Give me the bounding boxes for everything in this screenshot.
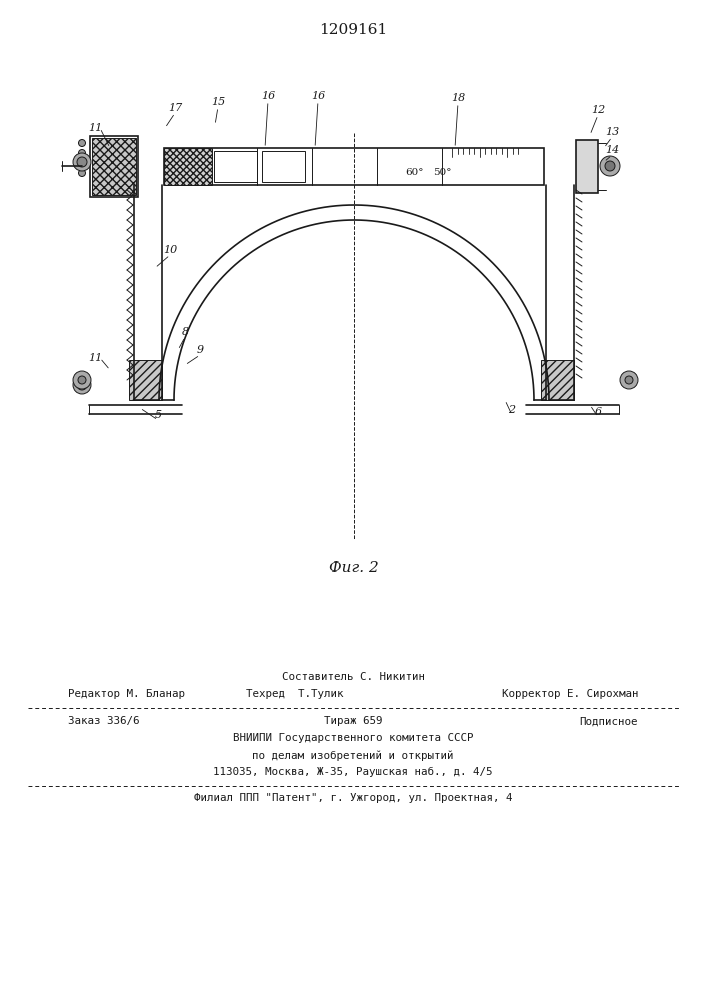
Circle shape bbox=[78, 169, 86, 176]
Text: Филиал ППП "Патент", г. Ужгород, ул. Проектная, 4: Филиал ППП "Патент", г. Ужгород, ул. Про… bbox=[194, 793, 513, 803]
Text: 16: 16 bbox=[261, 91, 275, 101]
Bar bbox=[214, 151, 257, 182]
Text: 113035, Москва, Ж-35, Раушская наб., д. 4/5: 113035, Москва, Ж-35, Раушская наб., д. … bbox=[214, 767, 493, 777]
Circle shape bbox=[73, 371, 91, 389]
Text: по делам изобретений и открытий: по делам изобретений и открытий bbox=[252, 750, 454, 761]
Circle shape bbox=[77, 157, 87, 167]
Bar bbox=[92, 138, 136, 195]
Circle shape bbox=[78, 149, 86, 156]
Text: ВНИИПИ Государственного комитета СССР: ВНИИПИ Государственного комитета СССР bbox=[233, 733, 473, 743]
Text: Фиг. 2: Фиг. 2 bbox=[329, 561, 379, 575]
Bar bbox=[576, 140, 598, 193]
Circle shape bbox=[605, 161, 615, 171]
Circle shape bbox=[78, 376, 86, 384]
Text: 50°: 50° bbox=[433, 168, 451, 177]
Bar bbox=[90, 136, 138, 197]
Text: 6: 6 bbox=[595, 407, 602, 417]
Circle shape bbox=[78, 139, 86, 146]
Text: Техред  Т.Тулик: Техред Т.Тулик bbox=[246, 689, 344, 699]
Text: Заказ 336/6: Заказ 336/6 bbox=[68, 716, 139, 726]
Circle shape bbox=[620, 371, 638, 389]
Text: 12: 12 bbox=[591, 105, 605, 115]
Text: Корректор Е. Сирохман: Корректор Е. Сирохман bbox=[501, 689, 638, 699]
Bar bbox=[164, 148, 212, 185]
Text: 15: 15 bbox=[211, 97, 225, 107]
Bar bbox=[129, 360, 162, 400]
Circle shape bbox=[78, 159, 86, 166]
Bar bbox=[164, 148, 544, 185]
Text: 13: 13 bbox=[605, 127, 619, 137]
Text: 11: 11 bbox=[88, 353, 102, 363]
Text: 8: 8 bbox=[182, 327, 189, 337]
Text: 1209161: 1209161 bbox=[319, 23, 387, 37]
Circle shape bbox=[600, 156, 620, 176]
Text: Составитель С. Никитин: Составитель С. Никитин bbox=[281, 672, 424, 682]
Text: 60°: 60° bbox=[404, 168, 423, 177]
Text: 18: 18 bbox=[451, 93, 465, 103]
Text: 2: 2 bbox=[508, 405, 515, 415]
Circle shape bbox=[73, 153, 91, 171]
Text: Редактор М. Бланар: Редактор М. Бланар bbox=[68, 689, 185, 699]
Text: Подписное: Подписное bbox=[580, 716, 638, 726]
Text: 10: 10 bbox=[163, 245, 177, 255]
Text: 14: 14 bbox=[605, 145, 619, 155]
Circle shape bbox=[77, 380, 87, 390]
Text: 16: 16 bbox=[311, 91, 325, 101]
Circle shape bbox=[625, 376, 633, 384]
Circle shape bbox=[73, 376, 91, 394]
Bar bbox=[262, 151, 305, 182]
Text: 11: 11 bbox=[88, 123, 102, 133]
Text: Тираж 659: Тираж 659 bbox=[324, 716, 382, 726]
Text: 9: 9 bbox=[197, 345, 204, 355]
Text: 5: 5 bbox=[154, 410, 162, 420]
Bar bbox=[541, 360, 574, 400]
Text: 17: 17 bbox=[168, 103, 182, 113]
